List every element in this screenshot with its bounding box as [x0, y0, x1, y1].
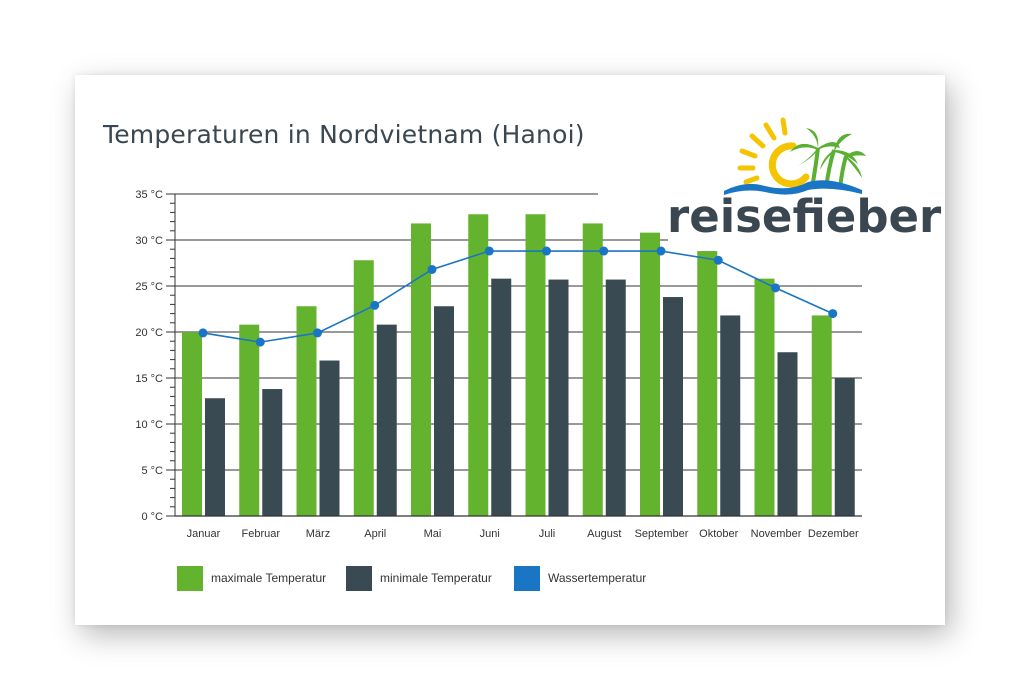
y-tick-label: 35 °C: [135, 189, 163, 201]
water-temp-point-0: [198, 328, 208, 338]
x-tick-label: Juni: [480, 528, 500, 540]
bar-min-1: [262, 389, 283, 516]
bar-min-5: [491, 278, 512, 516]
y-tick-label: 30 °C: [135, 235, 163, 247]
bar-max-6: [525, 214, 546, 517]
legend-swatch-0: [177, 566, 203, 591]
bar-min-11: [834, 378, 855, 516]
x-tick-label: August: [587, 528, 621, 540]
bar-min-2: [319, 360, 340, 516]
bar-max-5: [468, 214, 489, 517]
bar-min-8: [663, 297, 683, 516]
bars: [182, 214, 855, 517]
bar-max-8: [640, 232, 660, 516]
legend-swatch-2: [514, 566, 540, 591]
wave-icon: [724, 180, 862, 195]
y-tick-label: 25 °C: [135, 281, 163, 293]
bar-min-4: [434, 306, 454, 516]
water-temp-point-5: [484, 246, 494, 256]
y-tick-label: 20 °C: [135, 327, 163, 339]
water-temp-point-8: [656, 246, 666, 256]
water-temp-point-9: [713, 255, 723, 265]
bar-min-0: [205, 398, 225, 516]
legend-label-2: Wassertemperatur: [548, 571, 646, 585]
sun-icon: [737, 117, 810, 188]
y-tick-label: 5 °C: [141, 465, 163, 477]
x-tick-label: Juli: [539, 528, 556, 540]
water-temp-point-3: [370, 300, 380, 310]
water-temperature-line: [198, 246, 838, 347]
bar-max-1: [239, 324, 260, 516]
legend-swatch-1: [346, 566, 372, 591]
bar-max-3: [353, 260, 374, 516]
x-tick-label: März: [306, 528, 330, 540]
bar-min-3: [376, 324, 397, 516]
water-temp-point-2: [313, 328, 322, 338]
x-tick-label: November: [751, 528, 802, 540]
y-tick-label: 10 °C: [135, 419, 163, 431]
bar-max-9: [697, 251, 718, 517]
x-tick-label: Mai: [424, 528, 442, 540]
water-temp-point-10: [771, 283, 780, 293]
water-temp-point-6: [542, 246, 551, 256]
axes: 0 °C 5 °C 10 °C 15 °C 20 °C 25 °C 30 °C 35 °C Ja…: [135, 189, 862, 540]
water-temp-point-7: [599, 246, 609, 256]
grid-lines: [175, 193, 862, 471]
legend-label-1: minimale Temperatur: [380, 571, 492, 585]
water-temp-point-1: [255, 337, 265, 347]
bar-min-10: [777, 352, 798, 516]
x-tick-label: Februar: [241, 528, 280, 540]
bar-max-2: [296, 306, 317, 516]
legend: maximale Temperatur minimale Temperatur Wa…: [177, 566, 646, 591]
bar-min-9: [720, 315, 741, 516]
bar-max-11: [811, 315, 832, 516]
y-tick-label: 0 °C: [141, 511, 163, 523]
bar-max-4: [411, 223, 431, 516]
bar-max-0: [182, 332, 202, 516]
water-temp-path: [202, 250, 834, 343]
chart-title: Temperaturen in Nordvietnam (Hanoi): [103, 120, 585, 149]
bar-min-7: [605, 279, 626, 516]
x-tick-label: Oktober: [699, 528, 738, 540]
reisefieber-logo: reisefieber: [667, 117, 942, 243]
y-tick-label: 15 °C: [135, 373, 163, 385]
water-temp-point-4: [427, 264, 437, 274]
x-tick-label: April: [364, 528, 386, 540]
logo-wordmark: reisefieber: [667, 190, 942, 243]
bar-min-6: [548, 279, 569, 516]
water-temp-point-11: [828, 309, 838, 319]
x-tick-label: September: [635, 528, 689, 540]
legend-label-0: maximale Temperatur: [211, 571, 326, 585]
bar-max-10: [754, 278, 775, 516]
x-tick-label: Januar: [187, 528, 221, 540]
x-tick-label: Dezember: [808, 528, 859, 540]
bar-max-7: [582, 223, 603, 516]
